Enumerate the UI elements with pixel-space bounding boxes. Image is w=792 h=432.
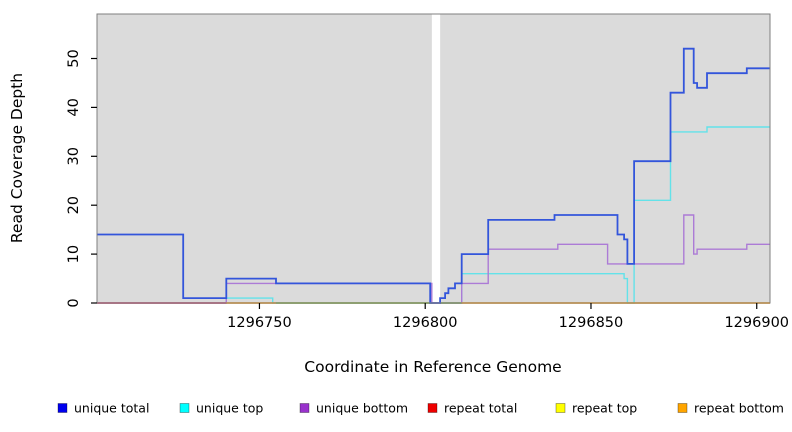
legend: unique total unique top unique bottom repea… (58, 401, 784, 416)
legend-label-unique-total: unique total (74, 401, 149, 416)
coverage-chart-svg: 1296750 1296800 1296850 1296900 0 10 20 30 40 50… (0, 0, 792, 432)
x-tick-label: 1296850 (559, 315, 624, 331)
y-tick-label: 10 (66, 245, 82, 263)
no-data-gap-band (432, 15, 440, 303)
x-tick-label: 1296900 (724, 315, 789, 331)
legend-swatch-repeat-total (428, 404, 437, 413)
x-axis-title: Coordinate in Reference Genome (304, 358, 561, 376)
legend-swatch-unique-top (180, 404, 189, 413)
x-tick-label: 1296750 (227, 315, 292, 331)
legend-label-repeat-top: repeat top (572, 401, 637, 416)
legend-swatch-unique-total (58, 404, 67, 413)
legend-label-repeat-total: repeat total (444, 401, 517, 416)
coverage-depth-figure: 1296750 1296800 1296850 1296900 0 10 20 30 40 50… (0, 0, 792, 432)
legend-swatch-unique-bottom (300, 404, 309, 413)
y-tick-label: 50 (66, 49, 82, 67)
x-tick-label: 1296800 (393, 315, 458, 331)
x-axis-ticks: 1296750 1296800 1296850 1296900 (227, 303, 789, 331)
y-tick-label: 30 (66, 147, 82, 165)
y-tick-label: 40 (66, 98, 82, 116)
legend-swatch-repeat-bottom (678, 404, 687, 413)
legend-label-repeat-bottom: repeat bottom (694, 401, 784, 416)
y-tick-label: 20 (66, 196, 82, 214)
legend-label-unique-bottom: unique bottom (316, 401, 408, 416)
y-tick-label: 0 (66, 298, 82, 307)
y-axis-title: Read Coverage Depth (8, 73, 26, 243)
legend-swatch-repeat-top (556, 404, 565, 413)
y-axis-ticks: 0 10 20 30 40 50 (66, 49, 97, 307)
legend-label-unique-top: unique top (196, 401, 263, 416)
